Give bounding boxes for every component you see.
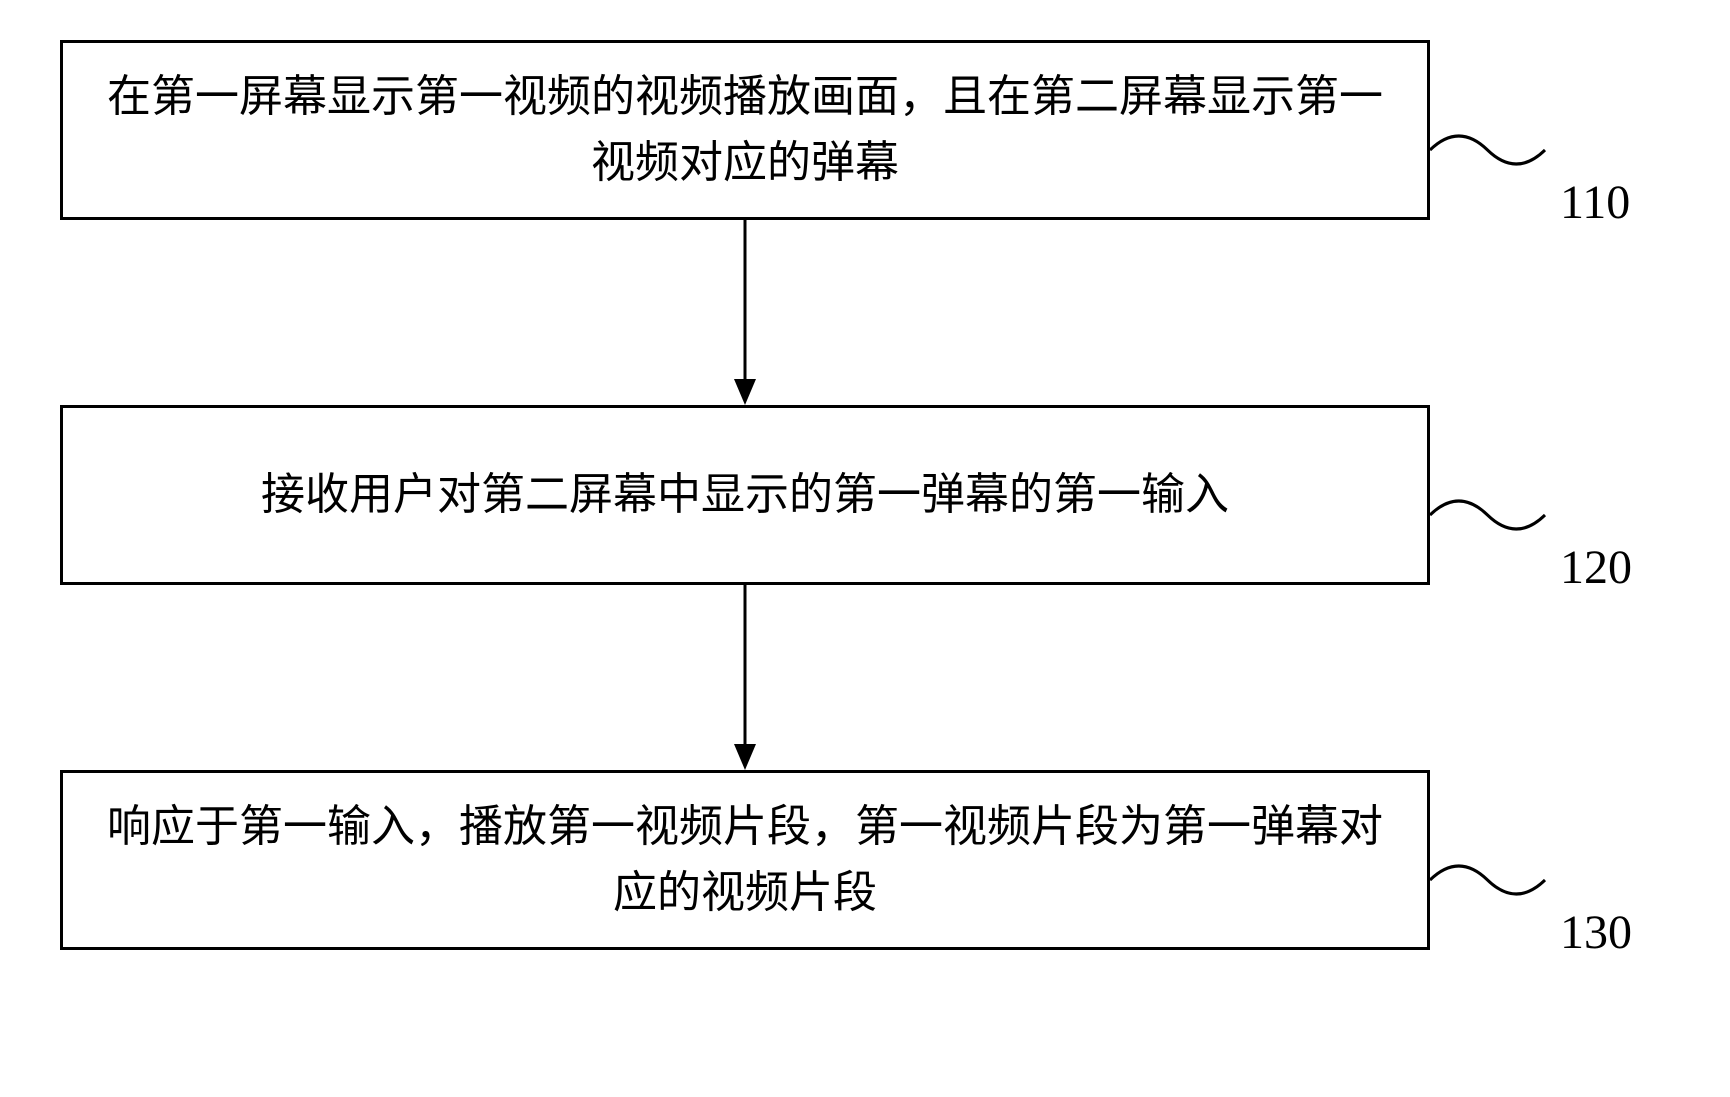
flow-label-120: 120 xyxy=(1560,540,1632,595)
flow-node-120: 接收用户对第二屏幕中显示的第一弹幕的第一输入 xyxy=(60,405,1430,585)
flow-node-130: 响应于第一输入，播放第一视频片段，第一视频片段为第一弹幕对应的视频片段 xyxy=(60,770,1430,950)
flowchart-canvas: 在第一屏幕显示第一视频的视频播放画面，且在第二屏幕显示第一视频对应的弹幕 110… xyxy=(0,0,1730,1097)
flow-node-110: 在第一屏幕显示第一视频的视频播放画面，且在第二屏幕显示第一视频对应的弹幕 xyxy=(60,40,1430,220)
wave-connector-130 xyxy=(1430,866,1545,894)
arrow-110-120 xyxy=(734,220,756,405)
flow-label-130: 130 xyxy=(1560,905,1632,960)
arrow-120-130 xyxy=(734,585,756,770)
wave-connector-120 xyxy=(1430,501,1545,529)
flow-node-120-text: 接收用户对第二屏幕中显示的第一弹幕的第一输入 xyxy=(261,462,1229,528)
wave-connector-110 xyxy=(1430,136,1545,164)
arrow-110-120-head xyxy=(734,379,756,405)
flow-label-110: 110 xyxy=(1560,175,1630,230)
flow-node-130-text: 响应于第一输入，播放第一视频片段，第一视频片段为第一弹幕对应的视频片段 xyxy=(93,794,1397,926)
arrow-120-130-head xyxy=(734,744,756,770)
flow-node-110-text: 在第一屏幕显示第一视频的视频播放画面，且在第二屏幕显示第一视频对应的弹幕 xyxy=(93,64,1397,196)
